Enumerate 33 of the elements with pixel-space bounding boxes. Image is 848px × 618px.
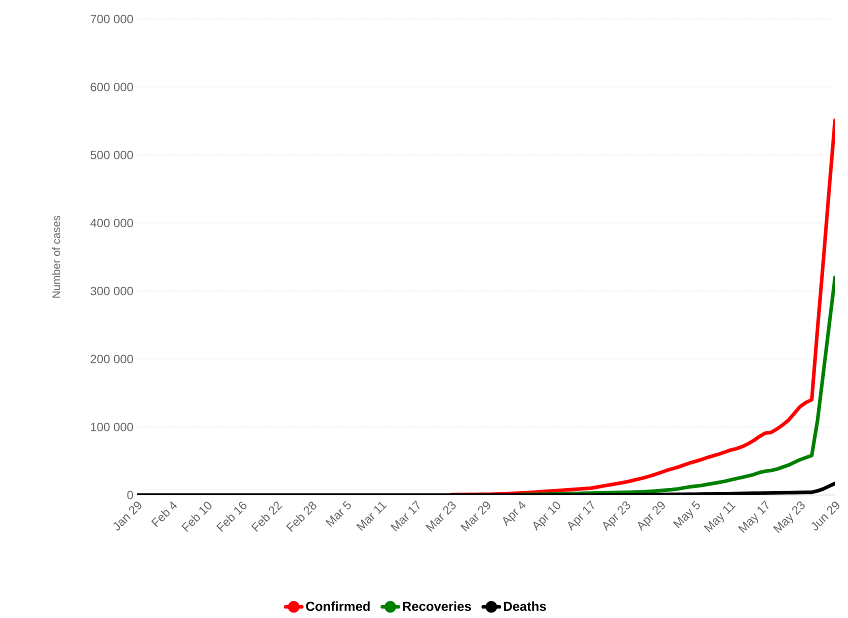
x-tick-label: Apr 29 (638, 502, 665, 531)
x-tick-label: Apr 10 (533, 502, 560, 531)
y-tick-label: 100 000 (91, 422, 133, 432)
x-tick-label: Jan 29 (113, 502, 142, 530)
y-tick-label: 300 000 (90, 286, 133, 296)
x-tick-label: Feb 28 (286, 502, 316, 532)
legend-label: Confirmed (306, 601, 370, 611)
x-tick-label: Apr 4 (503, 501, 526, 526)
x-tick-label: Apr 17 (568, 500, 594, 531)
x-tick-label: Feb 22 (251, 502, 282, 532)
x-tick-label: Mar 17 (390, 500, 420, 532)
y-tick-label: 600 000 (90, 82, 133, 92)
legend-label: Recoveries (402, 601, 471, 611)
x-tick-label: Mar 23 (425, 501, 456, 532)
x-tick-label: Feb 4 (151, 501, 177, 528)
x-tick-label: Mar 5 (325, 500, 351, 527)
y-tick-label: 400 000 (90, 218, 133, 228)
x-tick-label: Mar 29 (460, 502, 490, 532)
legend-label: Deaths (504, 601, 546, 611)
x-tick-label: May 17 (738, 500, 769, 533)
x-tick-label: Feb 16 (216, 502, 247, 532)
x-tick-label: May 11 (704, 502, 736, 532)
y-tick-label: 200 000 (90, 354, 133, 364)
y-tick-label: 0 (127, 490, 134, 500)
y-tick-label: 500 000 (90, 150, 133, 160)
y-axis-title: Number of cases (52, 216, 60, 298)
y-tick-label: 700 000 (90, 14, 133, 24)
x-tick-label: Mar 11 (356, 502, 387, 531)
x-tick-label: May 23 (773, 501, 805, 534)
x-tick-label: Apr 23 (603, 501, 630, 531)
x-tick-label: Feb 10 (181, 502, 212, 532)
x-tick-label: May 5 (673, 500, 700, 528)
x-tick-label: Jun 29 (811, 502, 840, 530)
